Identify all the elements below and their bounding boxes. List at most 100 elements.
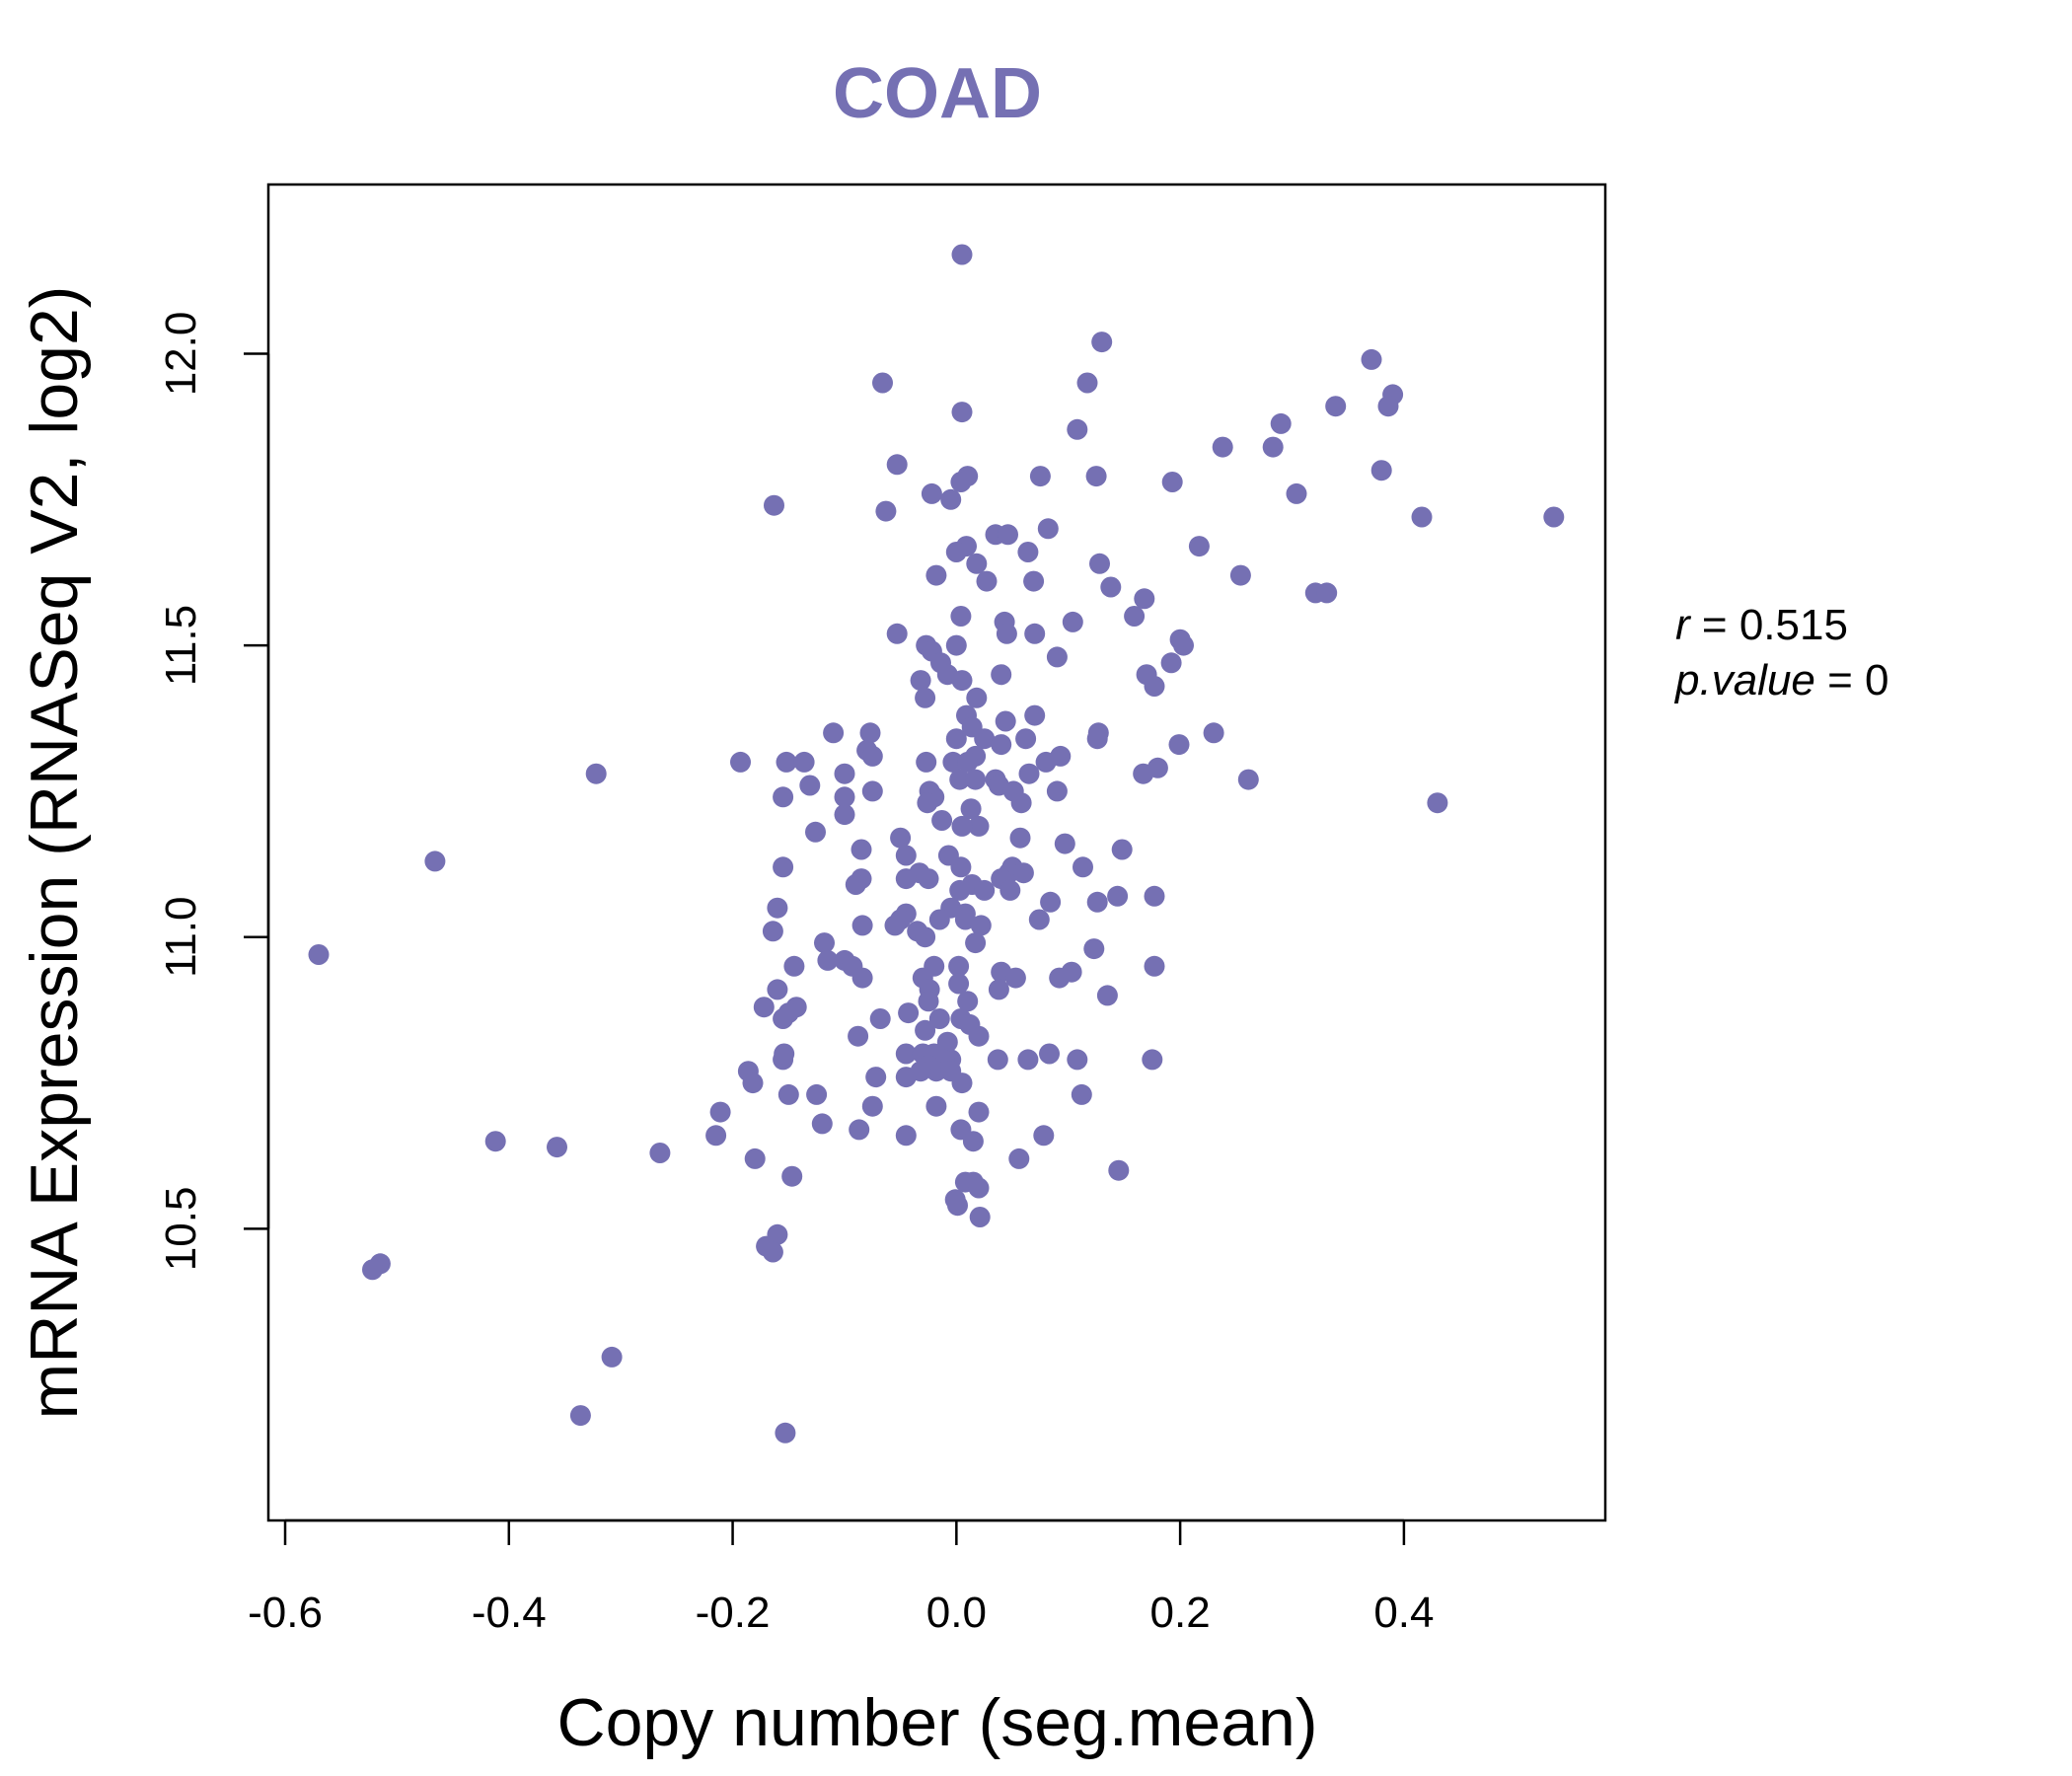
data-point [1073, 856, 1093, 878]
data-point [1076, 372, 1098, 394]
p-value: 0 [1865, 656, 1888, 704]
data-point [1017, 542, 1039, 562]
y-tick-label: 12.0 [157, 312, 205, 397]
data-point [915, 1019, 936, 1041]
data-point [1028, 909, 1050, 930]
data-point [949, 769, 971, 790]
data-point [811, 1113, 833, 1135]
data-point [1009, 827, 1031, 849]
data-point [925, 1061, 947, 1082]
data-point [773, 856, 794, 878]
data-point [1089, 553, 1110, 574]
data-point [730, 751, 751, 773]
data-point [890, 827, 912, 849]
data-point [951, 402, 973, 423]
data-point [945, 542, 967, 562]
data-point [895, 1067, 917, 1088]
data-point [1024, 704, 1046, 726]
data-point [775, 1422, 796, 1443]
data-point [884, 915, 906, 936]
data-point [995, 710, 1016, 732]
data-point [1286, 482, 1307, 504]
data-point [965, 769, 987, 790]
data-point [308, 944, 330, 965]
data-point [865, 1067, 887, 1088]
data-point [776, 751, 797, 773]
data-point [1325, 396, 1347, 417]
data-point [781, 1165, 803, 1187]
data-point [845, 874, 866, 895]
data-point [1010, 792, 1032, 814]
data-point [1168, 734, 1190, 756]
data-point [705, 1125, 727, 1147]
data-point [851, 915, 873, 936]
data-point [744, 1147, 766, 1169]
data-point [1411, 506, 1433, 528]
data-point [928, 1008, 950, 1029]
data-point [1100, 576, 1122, 598]
data-point [1124, 606, 1146, 627]
data-point [1203, 722, 1224, 744]
data-point [936, 1031, 958, 1053]
x-axis: -0.6 -0.4 -0.2 0.0 0.2 0.4 [248, 1518, 1434, 1637]
data-point [1049, 967, 1071, 989]
data-point [996, 623, 1017, 644]
data-point [793, 751, 815, 773]
data-point [951, 670, 973, 692]
data-point [968, 1025, 990, 1047]
data-point [773, 786, 794, 808]
r-label: r [1675, 601, 1692, 649]
data-point [805, 821, 826, 843]
data-point [753, 997, 775, 1018]
data-point [1086, 728, 1108, 750]
data-point [861, 780, 883, 802]
data-point [951, 815, 973, 837]
data-point [823, 722, 845, 744]
data-point [783, 955, 805, 977]
data-point [991, 734, 1012, 756]
data-point [976, 570, 998, 592]
data-point [918, 868, 939, 890]
data-point [547, 1137, 567, 1158]
data-point [1071, 1083, 1092, 1105]
data-point [895, 868, 917, 890]
x-axis-title: Copy number (seg.mean) [556, 1685, 1317, 1760]
data-point [942, 751, 964, 773]
data-point [817, 949, 839, 971]
data-point [1361, 348, 1382, 370]
data-point [1188, 536, 1210, 557]
data-point [872, 372, 893, 394]
data-point [814, 932, 835, 954]
x-tick-label: -0.6 [248, 1589, 323, 1637]
data-point [1012, 862, 1034, 884]
data-point [1024, 623, 1046, 644]
data-point [1037, 518, 1059, 540]
data-point [1083, 938, 1105, 960]
data-point [1008, 1147, 1030, 1169]
data-point [875, 500, 897, 522]
data-point [861, 745, 883, 767]
data-point [1091, 332, 1113, 353]
data-point [960, 798, 982, 820]
data-point [916, 751, 937, 773]
data-point [1086, 891, 1108, 913]
data-point [925, 1095, 947, 1117]
data-point [773, 1008, 794, 1029]
y-tick-label: 11.5 [157, 605, 205, 686]
data-point [968, 1101, 990, 1123]
data-point [966, 687, 988, 708]
data-point [1039, 1043, 1060, 1065]
data-point [915, 687, 936, 708]
data-point [1161, 472, 1183, 492]
data-point [1018, 763, 1040, 784]
data-point [962, 1131, 984, 1152]
data-point [1370, 460, 1392, 481]
data-point [484, 1131, 506, 1152]
data-point [1067, 418, 1088, 440]
data-point [1096, 985, 1118, 1006]
data-point [1144, 676, 1165, 697]
data-point [895, 845, 917, 866]
data-point [762, 1241, 783, 1263]
data-point [951, 1073, 973, 1094]
data-point [849, 1119, 870, 1141]
